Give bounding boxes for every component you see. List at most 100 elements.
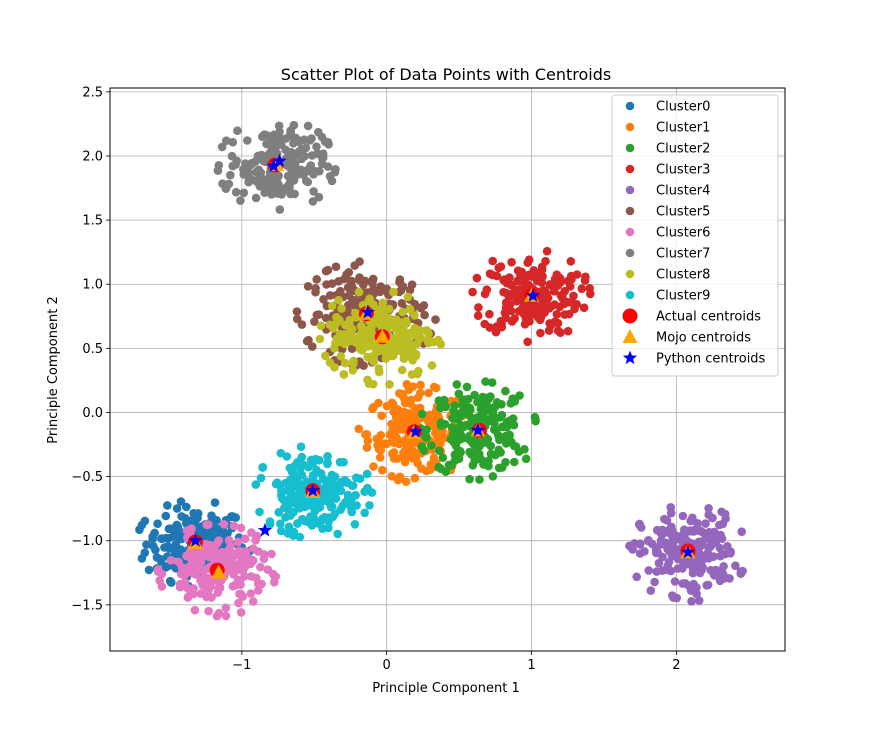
data-point [429,422,439,432]
data-point [416,388,425,398]
data-point [290,461,300,471]
y-tick-label: 2.5 [82,85,103,100]
data-point [581,272,590,282]
data-point [374,367,384,377]
data-point [375,453,385,462]
legend-marker [625,143,635,153]
data-point [490,419,499,428]
data-point [449,406,459,416]
data-point [227,512,236,521]
data-point [529,266,539,275]
data-point [315,334,325,344]
data-point [372,434,382,444]
data-point [304,335,313,345]
legend-label: Cluster8 [656,268,710,283]
data-point [692,589,701,599]
data-point [401,439,410,449]
data-point [236,589,246,599]
data-point [292,307,302,316]
data-point [315,455,324,465]
data-point [401,477,411,487]
data-point [459,409,468,419]
data-point [304,462,313,472]
data-point [240,534,250,543]
data-point [505,299,515,309]
legend-marker [625,269,635,279]
data-point [301,143,311,153]
data-point [485,309,494,319]
data-point [542,246,552,256]
legend-label: Mojo centroids [656,331,751,346]
legend-label: Cluster1 [656,121,710,136]
legend-marker [625,185,635,195]
data-point [290,160,300,169]
data-point [364,379,374,389]
data-point [431,315,440,324]
y-tick-label: 0.5 [82,342,103,357]
data-point [408,356,418,365]
data-point [481,406,490,416]
data-point [497,319,506,329]
data-point [323,458,332,468]
data-point [323,265,333,275]
data-point [318,149,328,158]
data-point [243,136,252,145]
data-point [694,537,704,547]
data-point [507,257,516,267]
data-point [246,572,256,581]
data-point [420,310,429,320]
data-point [177,512,186,521]
legend-label: Cluster0 [656,100,710,115]
data-point [501,386,510,396]
data-point [452,380,462,389]
data-point [389,287,398,297]
cluster-cluster9 [251,442,377,542]
data-point [468,287,477,297]
data-point [232,560,242,570]
data-point [515,391,524,400]
data-point [334,277,343,286]
data-point [484,461,493,471]
data-point [204,606,213,616]
data-point [431,383,441,393]
data-point [228,161,237,171]
data-point [348,366,358,375]
y-tick-label: 0.0 [82,406,103,421]
data-point [433,435,443,445]
cluster-cluster7 [213,120,340,214]
data-point [314,192,324,202]
data-point [291,133,301,143]
data-point [246,589,256,598]
data-point [464,431,474,441]
data-point [486,392,495,401]
data-point [206,578,215,588]
legend: Cluster0 Cluster1 Cluster2 Cluster3 Cluster4… [611,94,779,377]
data-point [559,299,569,309]
data-point [202,520,211,530]
data-point [521,454,531,464]
data-point [336,352,346,361]
data-point [545,319,554,328]
data-point [414,366,423,376]
data-point [241,549,251,559]
data-point [424,338,433,348]
data-point [244,177,253,187]
data-point [450,450,460,460]
data-point [188,568,197,577]
data-point [331,262,341,272]
data-point [468,461,478,470]
y-tick-label: −1.0 [71,534,103,549]
data-point [256,473,266,483]
data-point [632,572,641,582]
data-point [383,318,392,327]
data-point [137,554,147,563]
data-point [226,170,235,180]
data-point [135,525,144,534]
python-centroid-marker [188,533,203,547]
data-point [347,298,357,307]
data-point [157,569,167,579]
data-point [279,495,288,505]
data-point [668,538,677,548]
data-point [387,398,397,408]
data-point [736,569,746,578]
